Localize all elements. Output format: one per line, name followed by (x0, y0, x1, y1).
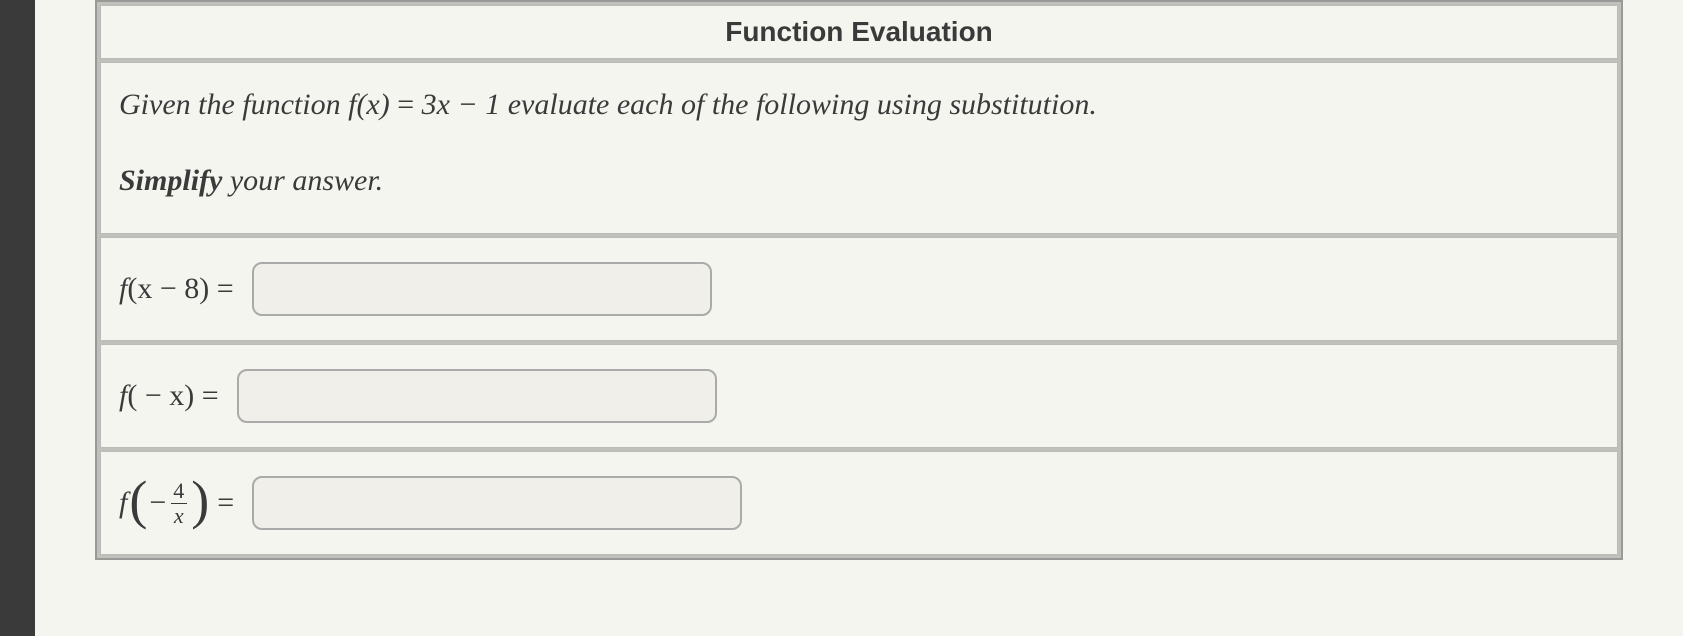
simplify-bold: Simplify (119, 164, 222, 197)
lhs-3: f ( − 4 x ) = (119, 479, 234, 526)
numerator: 4 (170, 479, 187, 502)
instr-prefix: Given the function (119, 88, 348, 121)
spacer (119, 129, 1599, 157)
fn-rhs: 3x − 1 (422, 88, 501, 121)
instruction-line-2: Simplify your answer. (119, 157, 1599, 205)
row-1: f(x − 8) = (100, 237, 1618, 341)
arg-2: ( − x) (127, 379, 194, 412)
fraction: 4 x (170, 479, 187, 526)
instructions-cell: Given the function f(x) = 3x − 1 evaluat… (100, 62, 1618, 234)
open-paren: ( (129, 479, 147, 522)
equation-1: f(x − 8) = (119, 262, 1599, 316)
equation-3: f ( − 4 x ) = (119, 476, 1599, 530)
eq-1: = (209, 272, 233, 305)
function-evaluation-table: Function Evaluation Given the function f… (95, 0, 1623, 560)
header-title: Function Evaluation (725, 16, 993, 47)
fn-lhs: f(x) (348, 88, 390, 121)
eq-3: = (217, 486, 234, 520)
page-wrapper: Function Evaluation Given the function f… (0, 0, 1683, 636)
answer-input-1[interactable] (252, 262, 712, 316)
arg-1: (x − 8) (127, 272, 209, 305)
close-paren: ) (191, 479, 209, 522)
equation-2: f( − x) = (119, 369, 1599, 423)
lhs-1: f(x − 8) = (119, 272, 234, 306)
simplify-rest: your answer. (222, 164, 383, 197)
row-2: f( − x) = (100, 344, 1618, 448)
f-symbol: f (119, 486, 127, 520)
instruction-line-1: Given the function f(x) = 3x − 1 evaluat… (119, 81, 1599, 129)
denominator: x (171, 503, 187, 527)
neg-sign: − (149, 486, 166, 520)
row-3: f ( − 4 x ) = (100, 451, 1618, 555)
lhs-2: f( − x) = (119, 379, 219, 413)
answer-input-3[interactable] (252, 476, 742, 530)
fn-eq: = (390, 88, 422, 121)
table-header: Function Evaluation (100, 5, 1618, 59)
eq-2: = (194, 379, 218, 412)
instr-suffix: evaluate each of the following using sub… (500, 88, 1097, 121)
answer-input-2[interactable] (237, 369, 717, 423)
